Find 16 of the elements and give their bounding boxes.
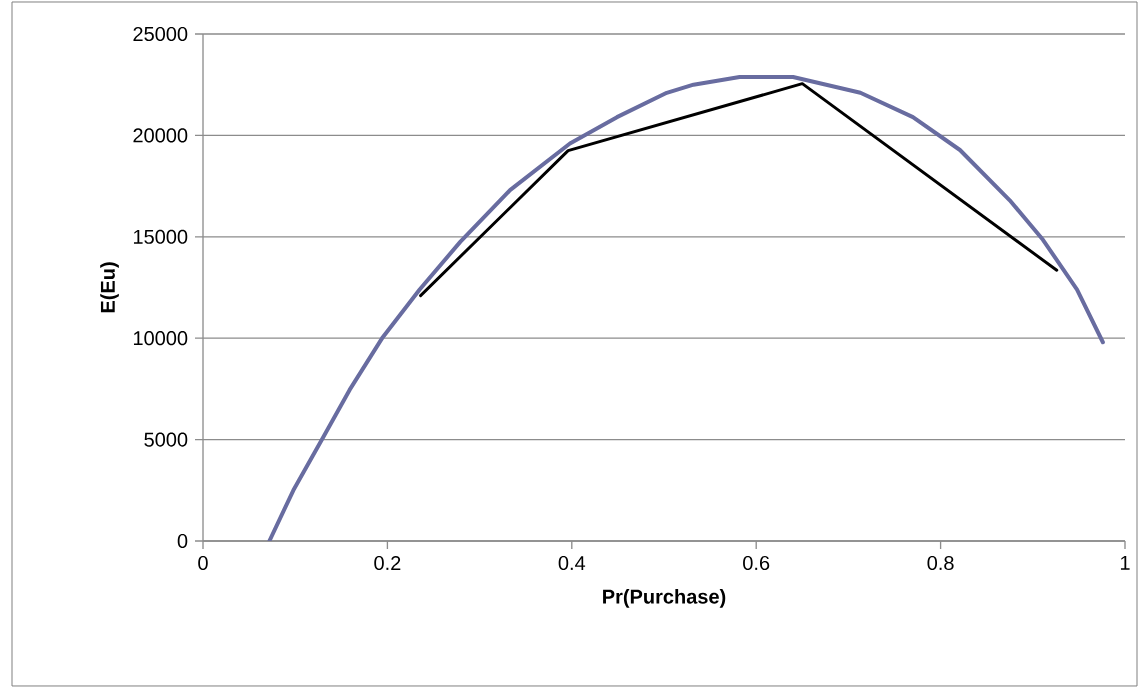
line-series — [419, 82, 1059, 298]
y-tick-label: 25000 — [133, 26, 188, 42]
x-tick-label: 0.8 — [927, 555, 954, 571]
y-tick-label: 15000 — [133, 229, 188, 244]
y-tick-label: 20000 — [133, 128, 188, 143]
y-tick-label: 5000 — [144, 432, 188, 447]
y-tick-label: 10000 — [133, 331, 188, 346]
x-tick-label: 0.2 — [374, 555, 401, 571]
x-tick-label: 0.6 — [743, 555, 770, 571]
x-axis-title: Pr(Purchase) — [603, 589, 726, 608]
y-axis-title: E(Eu) — [100, 262, 119, 313]
y-tick-label: 0 — [177, 533, 188, 549]
x-tick-label: 0.4 — [558, 555, 586, 571]
line-series — [267, 74, 1105, 541]
x-tick-label: 1 — [1120, 555, 1130, 570]
x-tick-label: 0 — [198, 555, 208, 571]
